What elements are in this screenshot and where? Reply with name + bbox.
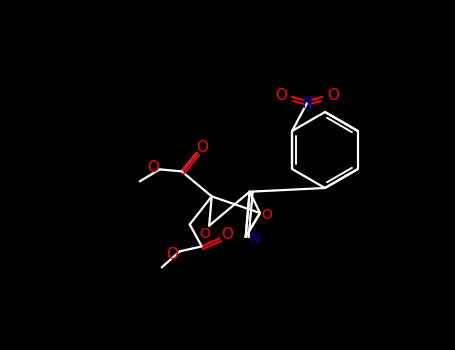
Text: O: O xyxy=(262,208,273,222)
Text: O: O xyxy=(275,88,287,103)
Text: O: O xyxy=(147,160,159,175)
Text: N: N xyxy=(249,232,260,246)
Text: O: O xyxy=(166,247,178,262)
Text: O: O xyxy=(221,227,233,242)
Text: O: O xyxy=(327,88,339,103)
Text: N: N xyxy=(301,96,313,111)
Text: O: O xyxy=(200,227,211,241)
Text: O: O xyxy=(196,140,208,155)
